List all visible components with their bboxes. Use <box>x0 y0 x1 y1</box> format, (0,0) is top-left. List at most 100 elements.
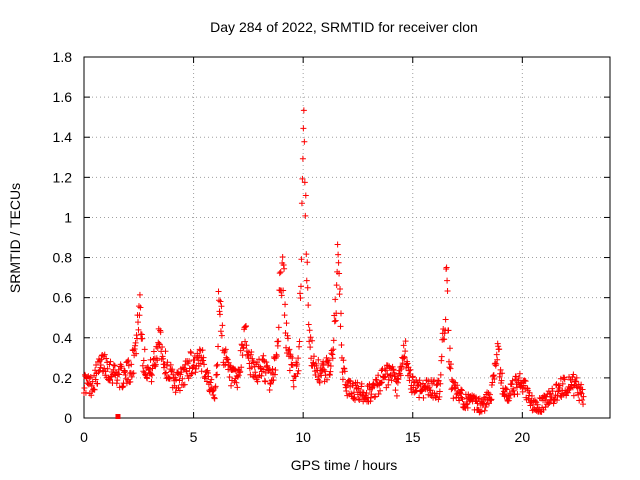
data-point <box>129 370 136 377</box>
data-point <box>162 370 169 377</box>
data-point <box>140 368 147 375</box>
data-point <box>243 322 250 329</box>
data-point <box>496 346 503 353</box>
data-point <box>296 338 303 345</box>
data-point <box>262 378 269 385</box>
data-point <box>278 292 285 299</box>
data-point <box>92 376 99 383</box>
data-point <box>295 355 302 362</box>
data-point <box>338 342 345 349</box>
data-point <box>214 371 221 378</box>
data-point <box>183 368 190 375</box>
data-point <box>580 393 587 400</box>
data-point <box>267 380 274 387</box>
data-point <box>301 179 308 186</box>
data-point <box>203 368 210 375</box>
data-point <box>327 368 334 375</box>
data-point <box>358 380 365 387</box>
data-point <box>334 241 341 248</box>
data-point <box>315 356 322 363</box>
data-point <box>116 371 123 378</box>
data-point <box>337 310 344 317</box>
data-point <box>132 339 139 346</box>
data-point <box>179 375 186 382</box>
data-point <box>546 399 553 406</box>
data-point <box>181 381 188 388</box>
data-point <box>392 387 399 394</box>
data-point <box>385 381 392 388</box>
data-point <box>516 370 523 377</box>
data-point <box>393 392 400 399</box>
data-point <box>327 362 334 369</box>
data-point <box>298 256 305 263</box>
data-point <box>454 382 461 389</box>
data-point <box>497 366 504 373</box>
data-point <box>276 270 283 277</box>
data-point <box>444 288 451 295</box>
data-point <box>162 348 169 355</box>
data-point <box>433 382 440 389</box>
data-point <box>110 362 117 369</box>
data-point <box>377 387 384 394</box>
data-point <box>304 284 311 291</box>
data-point <box>285 347 292 354</box>
data-point <box>331 318 338 325</box>
data-point <box>437 380 444 387</box>
data-point <box>85 381 92 388</box>
data-point <box>150 348 157 355</box>
data-point <box>245 355 252 362</box>
data-point <box>493 360 500 367</box>
data-point <box>333 282 340 289</box>
data-point <box>330 337 337 344</box>
data-point <box>375 390 382 397</box>
data-point <box>124 358 131 365</box>
data-point <box>86 375 93 382</box>
data-point <box>211 395 218 402</box>
data-point <box>125 357 132 364</box>
data-point <box>579 396 586 403</box>
data-point <box>207 379 214 386</box>
data-point <box>391 371 398 378</box>
data-point <box>275 338 282 345</box>
data-point <box>154 357 161 364</box>
data-point <box>88 392 95 399</box>
data-point <box>195 363 202 370</box>
data-point <box>514 391 521 398</box>
data-point <box>310 353 317 360</box>
data-point <box>446 364 453 371</box>
data-point <box>400 355 407 362</box>
data-point <box>166 375 173 382</box>
data-point <box>494 356 501 363</box>
data-point <box>248 349 255 356</box>
data-point <box>445 327 452 334</box>
data-point <box>528 392 535 399</box>
data-point <box>136 312 143 319</box>
data-point <box>337 323 344 330</box>
data-point <box>498 377 505 384</box>
data-point <box>208 376 215 383</box>
data-point <box>580 401 587 408</box>
data-point <box>130 370 137 377</box>
x-tick-label: 10 <box>295 429 311 445</box>
y-tick-label: 1.6 <box>53 89 73 105</box>
data-point <box>444 277 451 284</box>
data-point <box>101 351 108 358</box>
data-point <box>104 365 111 372</box>
data-point <box>273 353 280 360</box>
data-point <box>325 357 332 364</box>
data-point <box>216 311 223 318</box>
data-point <box>137 304 144 311</box>
data-point <box>521 377 528 384</box>
square-point <box>115 414 121 419</box>
data-point <box>303 277 310 284</box>
data-point <box>266 366 273 373</box>
data-point <box>224 356 231 363</box>
data-point <box>296 343 303 350</box>
data-point <box>139 335 146 342</box>
data-point <box>228 382 235 389</box>
x-tick-label: 15 <box>405 429 421 445</box>
data-point <box>281 312 288 319</box>
data-point <box>448 386 455 393</box>
data-point <box>312 372 319 379</box>
data-point <box>442 316 449 323</box>
